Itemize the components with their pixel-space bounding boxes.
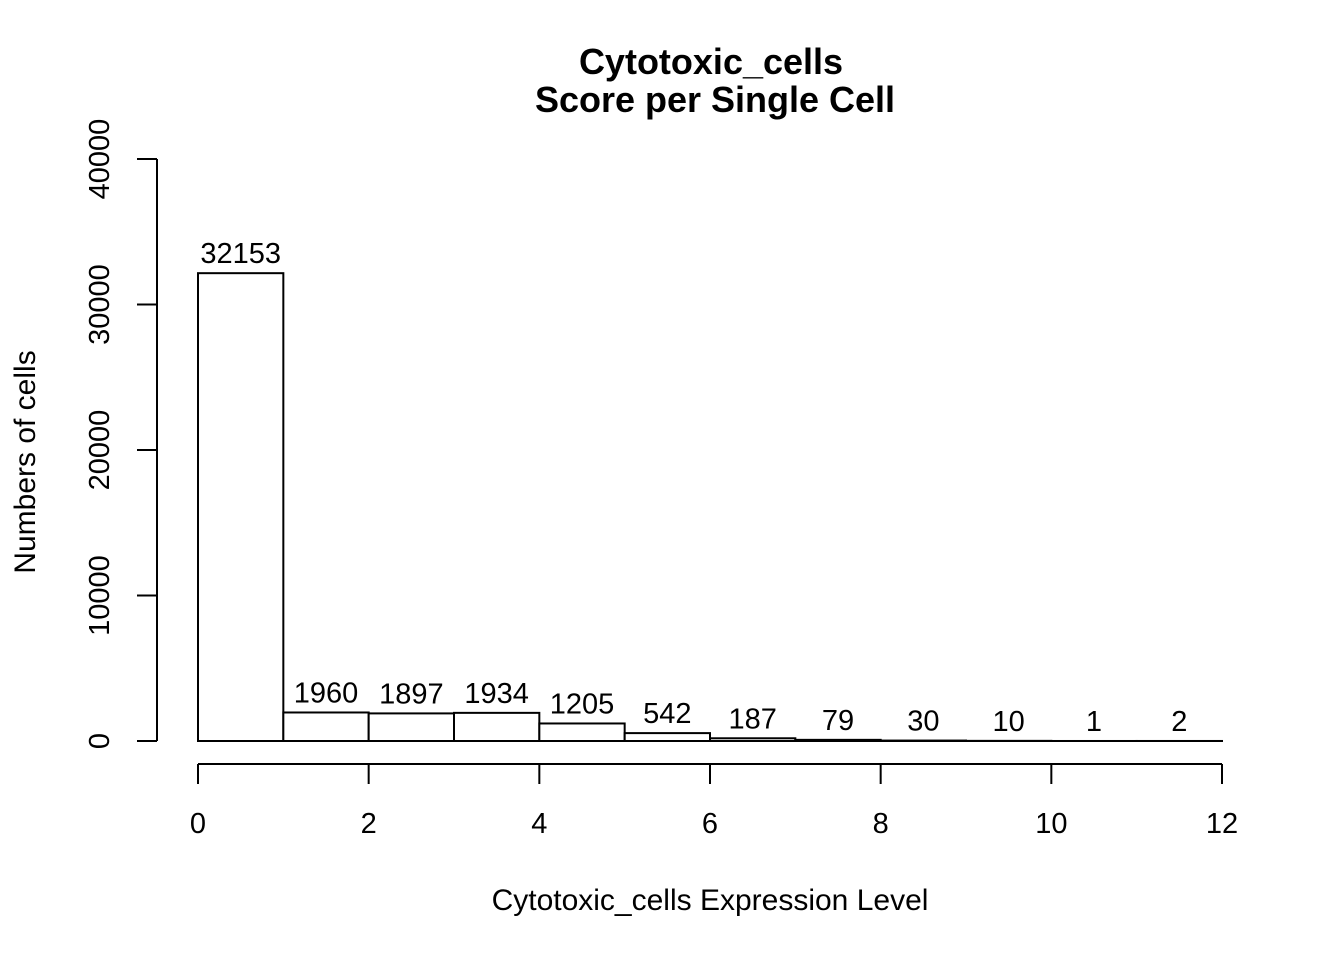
bars-group — [197, 272, 1223, 743]
bar-value-label: 30 — [907, 706, 939, 738]
y-tick-label: 30000 — [84, 264, 116, 345]
histogram-bar — [709, 737, 797, 743]
y-tick-label: 20000 — [84, 410, 116, 491]
histogram-bar — [197, 272, 285, 742]
x-tick-label: 2 — [361, 808, 377, 840]
y-axis-label: Numbers of cells — [9, 350, 42, 573]
histogram-bar — [367, 712, 455, 742]
bar-value-label: 2 — [1171, 706, 1187, 738]
y-axis: 0 10000 20000 30000 40000 — [84, 119, 158, 749]
x-tick-label: 6 — [702, 808, 718, 840]
x-axis: 0 2 4 6 8 10 12 — [190, 763, 1238, 840]
y-tick-label: 40000 — [84, 119, 116, 200]
x-tick-label: 12 — [1206, 808, 1238, 840]
x-tick-label: 4 — [531, 808, 547, 840]
bar-value-label: 1897 — [379, 678, 444, 710]
histogram-bar — [538, 722, 626, 742]
x-tick-label: 8 — [873, 808, 889, 840]
histogram-bar — [623, 732, 712, 742]
x-tick-label: 10 — [1035, 808, 1067, 840]
bar-value-label: 1 — [1086, 706, 1102, 738]
x-axis-label: Cytotoxic_cells Expression Level — [492, 884, 929, 917]
bar-value-label: 542 — [643, 698, 691, 730]
y-tick-label: 10000 — [84, 555, 116, 636]
bar-labels-group: 32153 1960 1897 1934 1205 542 187 79 30 10 1 2 — [200, 238, 1187, 738]
bar-value-label: 79 — [822, 705, 854, 737]
bar-value-label: 187 — [728, 703, 776, 735]
y-tick-label: 0 — [84, 733, 116, 749]
histogram-bar — [453, 711, 541, 742]
chart-subtitle: Score per Single Cell — [535, 79, 895, 120]
histogram-bar — [282, 711, 370, 742]
histogram-bar — [794, 738, 882, 742]
bar-value-label: 32153 — [200, 238, 281, 270]
bar-value-label: 1205 — [550, 688, 615, 720]
chart-title: Cytotoxic_cells — [579, 41, 843, 82]
x-tick-label: 0 — [190, 808, 206, 840]
bar-value-label: 1934 — [464, 678, 529, 710]
bar-value-label: 10 — [993, 706, 1025, 738]
bar-value-label: 1960 — [294, 677, 359, 709]
